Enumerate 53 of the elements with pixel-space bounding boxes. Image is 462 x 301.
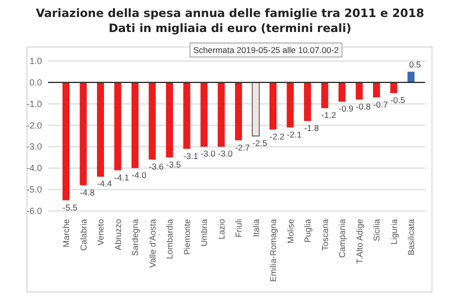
x-tick-label: Toscana [320,218,330,251]
data-label: -2.2 [270,132,285,142]
x-tick-label: Liguria [388,218,399,245]
x-tick-label: Valle d'Aosta [147,218,158,268]
data-label: -5.5 [62,202,78,212]
y-tick-label: -2.0 [26,120,42,130]
data-label: -3.0 [200,148,216,159]
y-tick-label: 0.0 [29,77,42,88]
x-tick-label: Piemonte [182,218,192,255]
data-label: -0.8 [356,102,371,112]
data-label: -4.8 [80,187,95,198]
x-tick-label: Umbria [199,218,209,246]
data-label: -1.8 [304,123,320,133]
data-label: -2.5 [252,138,268,148]
x-tick-label: Abruzzo [112,218,123,250]
data-label: -3.5 [166,159,182,170]
data-label: -0.7 [373,99,388,110]
data-label: -0.9 [338,104,354,114]
x-tick-label: Emilia-Romagna [268,218,278,282]
data-label: -3.0 [218,148,233,159]
y-tick-label: -6.0 [26,206,42,216]
x-tick-label: Lombardia [164,218,174,260]
x-tick-label: Sardegna [130,218,140,256]
x-tick-label: Sicilia [372,218,382,242]
data-label: -2.7 [235,142,250,152]
chart-subtitle: Dati in migliaia di euro (termini reali) [108,21,352,35]
data-label: -3.6 [148,162,164,172]
y-tick-label: -3.0 [26,142,42,152]
x-tick-label: Marche [61,218,71,248]
data-label: -4.1 [114,172,130,182]
x-tick-label: Calabria [78,218,88,251]
x-tick-label: Italia [250,218,261,237]
chart-title: Variazione della spesa annua delle famiglie tra 2011 e 2018 [36,6,424,20]
data-label: -4.4 [97,178,112,189]
x-tick-label: Campania [337,218,347,258]
y-tick-label: -1.0 [26,98,42,109]
x-tick-label: Lazio [216,218,226,240]
x-tick-label: Puglia [302,218,312,243]
y-tick-label: -4.0 [26,163,42,174]
y-tick-label: -5.0 [26,184,42,195]
x-tick-label: Molise [285,218,296,244]
x-tick-label: Veneto [96,218,106,246]
x-tick-label: Basilicata [406,218,416,256]
data-label: -4.0 [132,170,147,180]
y-tick-label: 1.0 [29,56,42,66]
data-label: -1.2 [321,110,336,120]
data-label: -3.1 [183,150,198,161]
x-tick-label: Friuli [234,218,244,238]
x-tick-label: T.Alto Adige [354,218,364,264]
text: Schermata 2019-05-25 alle 10.07.00-2 [193,45,340,55]
data-label: -0.5 [390,95,406,106]
data-label: 0.5 [409,60,422,70]
data-label: -2.1 [286,129,302,140]
